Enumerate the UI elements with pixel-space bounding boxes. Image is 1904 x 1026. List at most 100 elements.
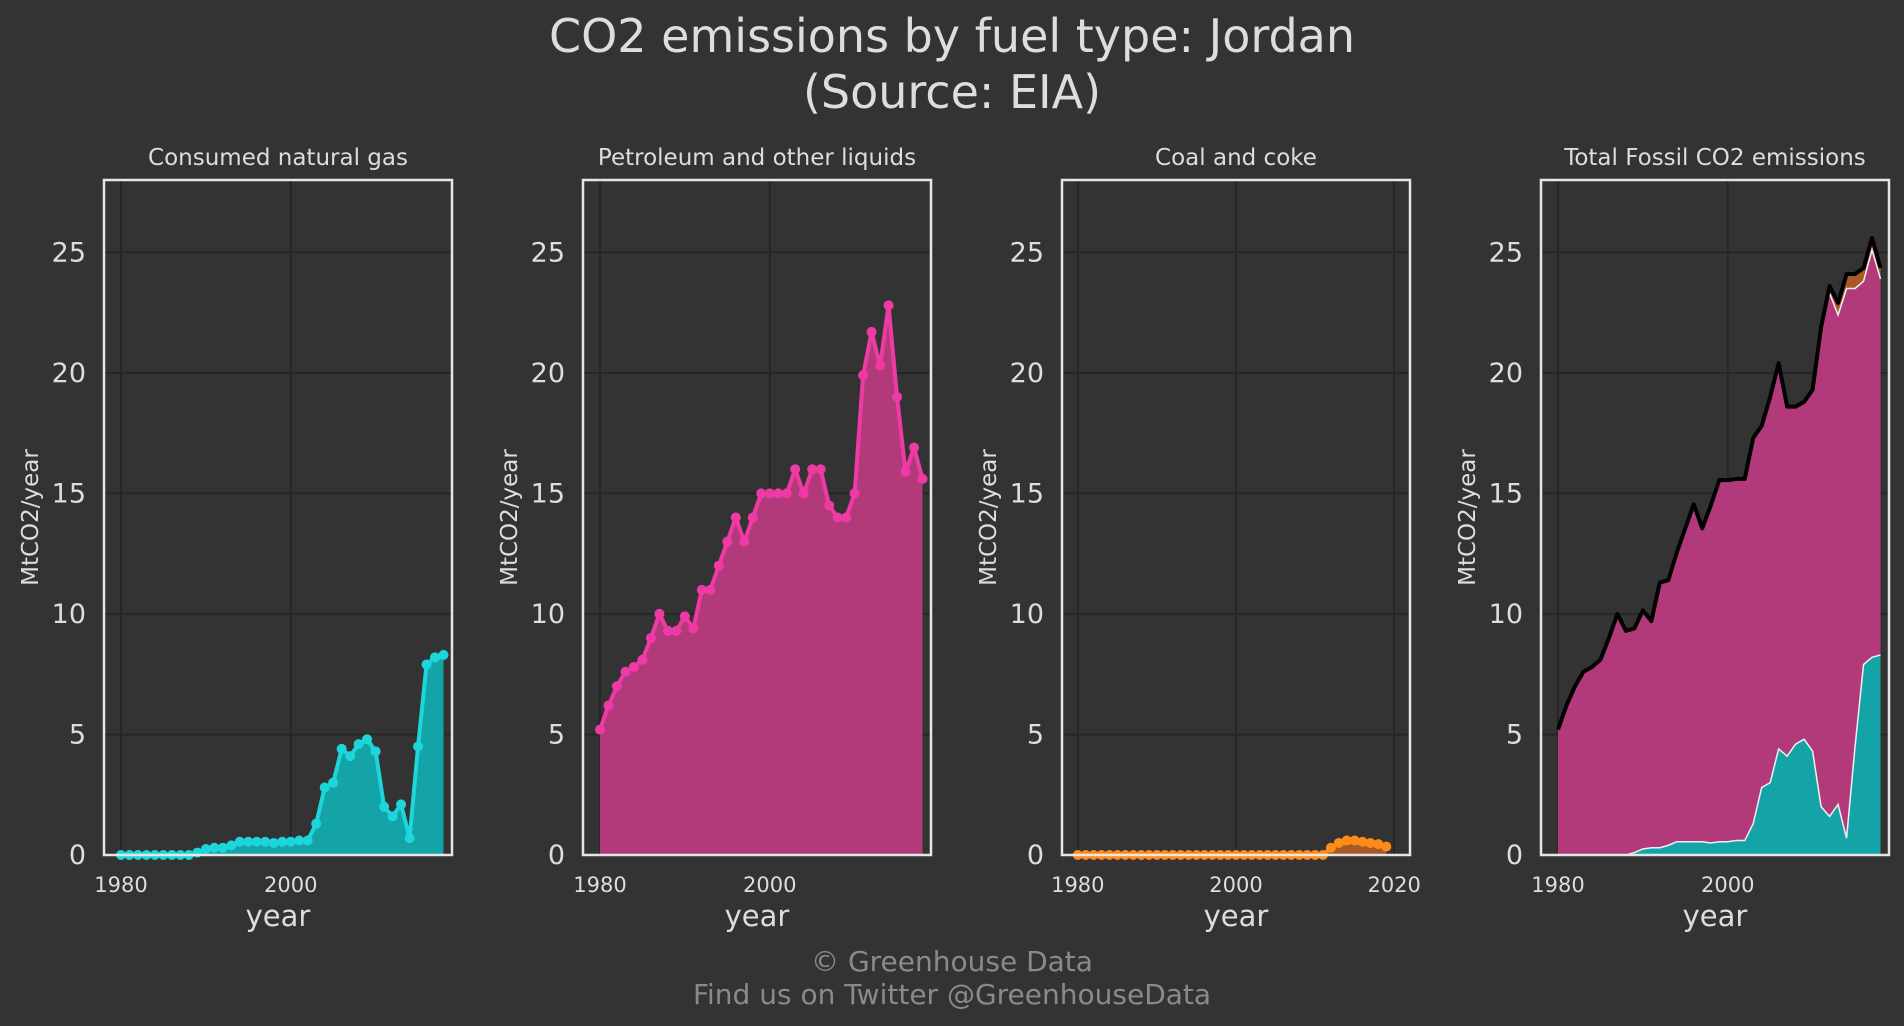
x-axis-label: year [1204, 899, 1269, 933]
data-point [1357, 836, 1368, 847]
x-tick-label: 1980 [1051, 873, 1104, 897]
data-point [396, 799, 407, 810]
data-point [1365, 837, 1376, 848]
data-point [379, 801, 390, 812]
y-tick-label: 0 [1027, 840, 1044, 871]
data-point [739, 536, 750, 547]
data-point [243, 836, 254, 847]
data-point [413, 741, 424, 752]
series-area [120, 654, 444, 855]
data-point [909, 442, 920, 453]
data-point [328, 777, 339, 788]
data-point [1333, 837, 1344, 848]
y-tick-label: 10 [1489, 599, 1523, 630]
data-point [268, 837, 279, 848]
data-point [370, 746, 381, 757]
y-tick-label: 5 [548, 719, 565, 750]
stack-area-gas [1557, 654, 1881, 855]
y-tick-label: 20 [1010, 358, 1044, 389]
data-point [747, 512, 758, 523]
data-point [345, 751, 356, 762]
data-point [637, 654, 648, 665]
plot-frame [1060, 178, 1412, 857]
y-tick-label: 20 [52, 358, 86, 389]
data-point [654, 608, 665, 619]
y-tick-label: 25 [1489, 237, 1523, 268]
stack-area-coal [1557, 237, 1881, 730]
x-tick-label: 1980 [1531, 873, 1584, 897]
y-tick-label: 15 [1489, 478, 1523, 509]
data-point [285, 836, 296, 847]
y-axis-label: MtCO2/year [497, 449, 523, 586]
data-point [1349, 835, 1360, 846]
data-point [722, 536, 733, 547]
data-point [353, 739, 364, 750]
data-point [200, 843, 211, 854]
y-tick-label: 10 [531, 599, 565, 630]
data-point [671, 625, 682, 636]
y-tick-label: 25 [1010, 237, 1044, 268]
y-tick-label: 10 [1010, 599, 1044, 630]
footer-copyright: © Greenhouse Data [811, 945, 1093, 978]
data-point [430, 652, 441, 663]
data-point [226, 840, 237, 851]
data-point [1325, 842, 1336, 853]
y-tick-label: 25 [531, 237, 565, 268]
y-tick-label: 5 [1506, 719, 1523, 750]
data-point [294, 835, 305, 846]
x-axis-label: year [1683, 899, 1748, 933]
data-point [217, 842, 228, 853]
chart-panel: Petroleum and other liquids 0 5 10 15 20 25 198… [497, 145, 933, 933]
data-point [696, 584, 707, 595]
data-point [883, 300, 894, 311]
data-point [824, 500, 835, 511]
data-point [849, 488, 860, 499]
x-tick-label: 2000 [743, 873, 796, 897]
x-axis-label: year [725, 899, 790, 933]
x-tick-label: 1980 [573, 873, 626, 897]
data-point [594, 724, 605, 735]
data-point [1341, 835, 1352, 846]
y-axis-label: MtCO2/year [18, 449, 44, 586]
x-tick-label: 2000 [264, 873, 317, 897]
plot-frame [102, 178, 454, 857]
panel-title: Petroleum and other liquids [598, 145, 916, 171]
y-tick-label: 20 [531, 358, 565, 389]
data-point [713, 560, 724, 571]
data-point [421, 659, 432, 670]
data-point [662, 625, 673, 636]
total-line [1556, 235, 1883, 731]
data-point [1373, 839, 1384, 850]
data-point [892, 391, 903, 402]
y-tick-label: 5 [1027, 719, 1044, 750]
data-point [790, 464, 801, 475]
data-point [798, 488, 809, 499]
data-point [900, 466, 911, 477]
data-point [764, 488, 775, 499]
y-tick-label: 20 [1489, 358, 1523, 389]
data-point [917, 473, 928, 484]
data-point [832, 512, 843, 523]
data-point [807, 464, 818, 475]
data-point [603, 700, 614, 711]
y-axis-label: MtCO2/year [976, 449, 1002, 586]
data-point [251, 836, 262, 847]
data-point [302, 835, 313, 846]
data-point [209, 842, 220, 853]
data-point [438, 649, 449, 660]
data-point [705, 584, 716, 595]
figure-title-line2: (Source: EIA) [803, 65, 1101, 119]
x-axis-label: year [246, 899, 311, 933]
data-point [688, 623, 699, 634]
panel-title: Total Fossil CO2 emissions [1563, 145, 1866, 171]
chart-panel: Consumed natural gas 0 5 10 15 20 25 1980 2000 Mt… [18, 145, 454, 933]
data-point [679, 611, 690, 622]
x-tick-label: 2000 [1209, 873, 1262, 897]
data-point [362, 734, 373, 745]
data-point [319, 782, 330, 793]
data-point [336, 743, 347, 754]
data-point [1381, 841, 1392, 852]
plot-frame [581, 178, 933, 857]
data-point [620, 666, 631, 677]
